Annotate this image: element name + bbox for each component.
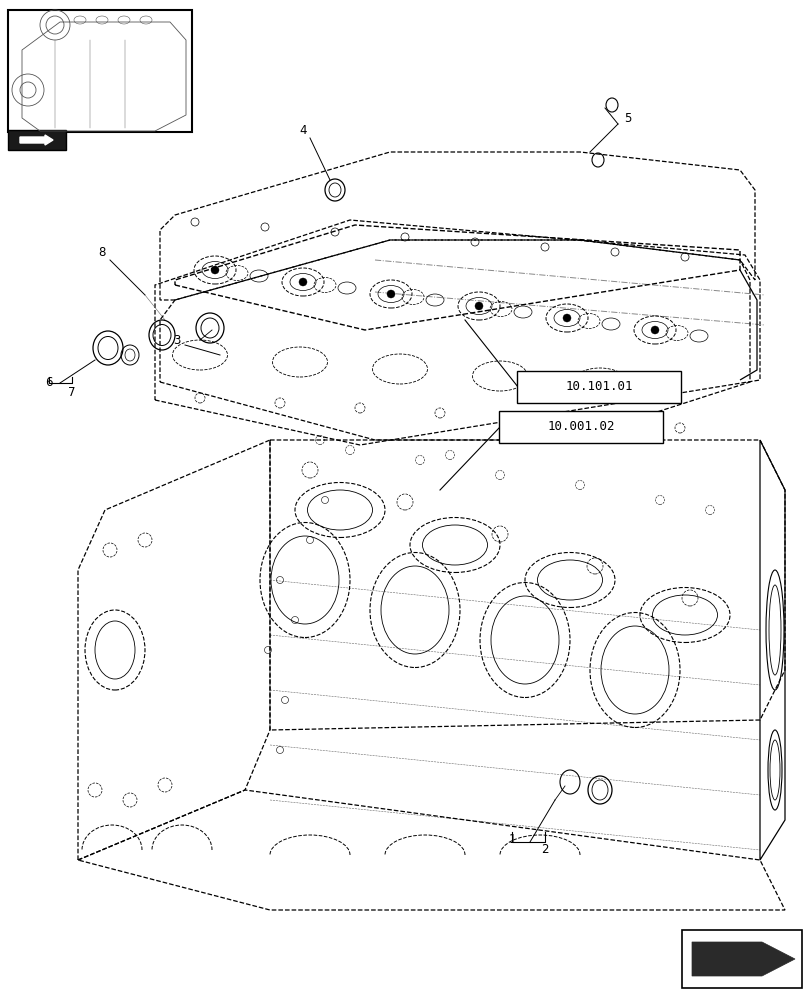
Text: 8: 8: [98, 245, 105, 258]
FancyArrow shape: [20, 135, 53, 145]
Circle shape: [650, 326, 659, 334]
Text: 2: 2: [541, 843, 548, 856]
Text: 4: 4: [299, 124, 307, 137]
Circle shape: [474, 302, 483, 310]
Text: 1: 1: [508, 833, 515, 846]
Text: 6: 6: [45, 376, 53, 389]
Bar: [8, 130, 66, 150]
Text: 10.001.02: 10.001.02: [547, 420, 614, 434]
Circle shape: [211, 266, 219, 274]
FancyBboxPatch shape: [517, 371, 680, 403]
Text: 3: 3: [173, 334, 181, 347]
Circle shape: [562, 314, 570, 322]
Circle shape: [298, 278, 307, 286]
Bar: [8, 10, 191, 132]
Text: 5: 5: [624, 112, 631, 125]
FancyBboxPatch shape: [499, 411, 663, 443]
Bar: [681, 930, 801, 988]
Text: 10.101.01: 10.101.01: [564, 380, 632, 393]
Circle shape: [387, 290, 394, 298]
Text: 7: 7: [68, 386, 75, 399]
Polygon shape: [691, 942, 794, 976]
